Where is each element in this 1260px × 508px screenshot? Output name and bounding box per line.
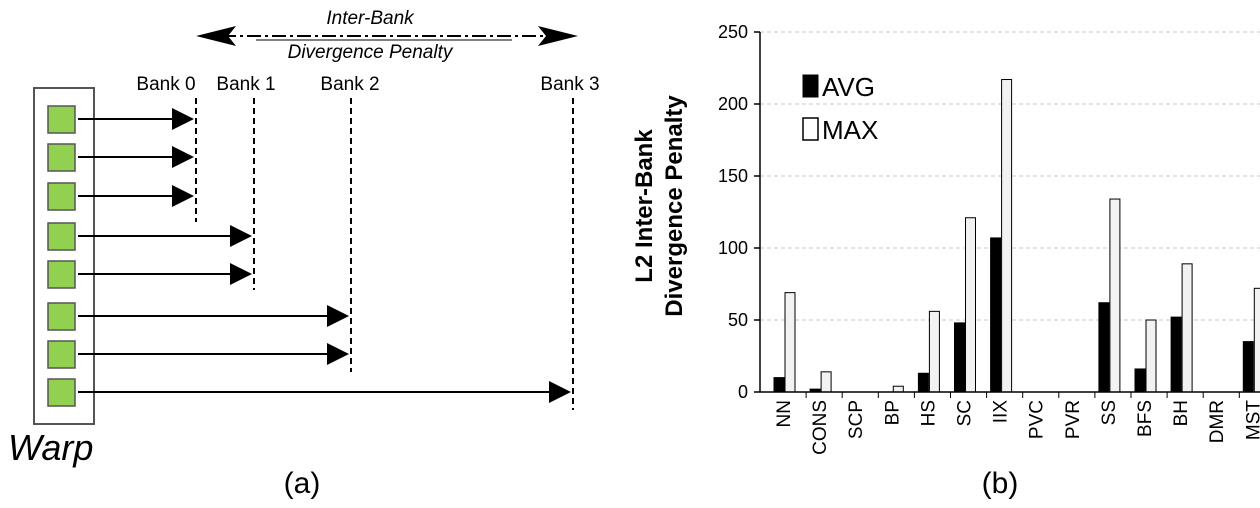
x-tick-label: PVC <box>1027 400 1048 439</box>
x-tick-label: BFS <box>1135 400 1156 437</box>
y-tick-label: 250 <box>718 22 748 42</box>
y-axis-label-line2: Divergence Penalty <box>661 95 688 317</box>
bar-max-mst <box>1253 287 1260 393</box>
request-arrowhead <box>230 225 252 247</box>
x-tick-label: PVR <box>1063 400 1084 439</box>
bar-avg-bfs <box>1134 368 1146 393</box>
legend-swatch-max <box>802 117 819 141</box>
x-tick-label: BH <box>1171 400 1192 426</box>
legend-label-max: MAX <box>822 115 878 145</box>
thread-square <box>47 182 76 211</box>
x-tick-label: MST <box>1243 400 1260 441</box>
thread-square <box>47 260 76 289</box>
bar-avg-hs <box>917 372 929 393</box>
y-tick-label: 200 <box>718 94 748 114</box>
bank-label-0: Bank 0 <box>136 74 195 95</box>
request-arrowhead <box>230 263 252 285</box>
bar-avg-ss <box>1098 302 1110 393</box>
thread-square <box>47 302 76 331</box>
x-tick-label: IIX <box>991 400 1012 424</box>
bar-max-hs <box>928 310 940 393</box>
bar-max-bfs <box>1145 319 1157 393</box>
bar-max-nn <box>784 292 796 393</box>
x-tick-label: SS <box>1099 400 1120 425</box>
penalty-title-line2: Divergence Penalty <box>288 42 454 63</box>
bar-max-iix <box>1001 79 1013 393</box>
legend-swatch-avg <box>802 74 819 98</box>
bank-label-3: Bank 3 <box>540 74 599 95</box>
thread-square <box>47 340 76 369</box>
request-arrowhead <box>172 108 194 130</box>
penalty-title: Inter-Bank <box>326 8 415 29</box>
y-tick-label: 100 <box>718 238 748 258</box>
warp-diagram: Inter-Bank Divergence Penalty Bank 0 Ban… <box>8 8 600 500</box>
x-tick-label: HS <box>918 400 939 426</box>
warp-label: Warp <box>8 427 93 468</box>
request-arrowhead <box>549 381 571 403</box>
panel-a-caption: (a) <box>284 467 321 500</box>
y-tick-label: 0 <box>738 382 748 402</box>
bar-max-ss <box>1109 198 1121 393</box>
request-arrowhead <box>172 185 194 207</box>
x-tick-label: NN <box>774 400 795 427</box>
bar-max-sc <box>965 217 976 393</box>
thread-square <box>47 143 76 172</box>
bar-avg-nn <box>773 377 785 393</box>
legend: AVG MAX <box>802 72 878 145</box>
bar-max-bh <box>1181 263 1193 393</box>
panel-b-caption: (b) <box>982 467 1019 500</box>
legend-label-avg: AVG <box>822 72 875 102</box>
penalty-double-arrow <box>196 26 578 46</box>
bar-max-cons <box>820 371 832 393</box>
y-tick-label: 150 <box>718 166 748 186</box>
bar-avg-sc <box>954 322 965 393</box>
bar-avg-mst <box>1242 341 1254 393</box>
request-arrowhead <box>327 343 349 365</box>
thread-square <box>47 105 76 134</box>
bar-avg-bh <box>1170 316 1182 393</box>
request-arrowhead <box>172 146 194 168</box>
y-tick-label: 50 <box>728 310 748 330</box>
warp-box <box>33 87 95 425</box>
x-tick-label: BP <box>882 400 903 425</box>
thread-square <box>47 222 76 251</box>
y-axis-label-line1: L2 Inter-Bank <box>631 129 658 283</box>
x-tick-label: CONS <box>810 400 831 455</box>
x-tick-label: SCP <box>846 400 867 439</box>
bar-chart: L2 Inter-Bank Divergence Penalty 0 50 100 1… <box>631 22 1260 500</box>
bank-label-2: Bank 2 <box>320 74 379 95</box>
thread-square <box>47 378 76 407</box>
x-tick-label: SC <box>955 400 976 426</box>
bar-avg-iix <box>990 237 1002 393</box>
bank-label-1: Bank 1 <box>216 74 275 95</box>
x-tick-label: DMR <box>1207 400 1228 443</box>
bar-max-bp <box>892 385 904 393</box>
request-arrowhead <box>327 305 349 327</box>
